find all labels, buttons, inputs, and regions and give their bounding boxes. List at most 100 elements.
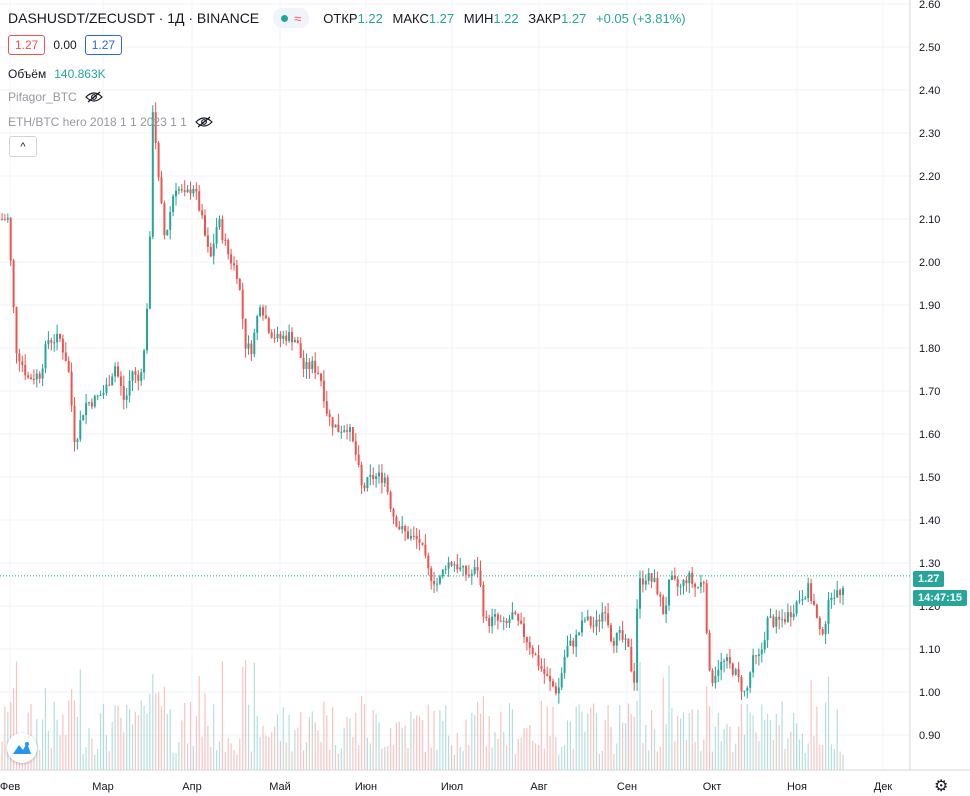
candle-body xyxy=(6,217,9,220)
volume-bar xyxy=(395,722,397,770)
volume-bar xyxy=(456,732,458,770)
candle-body xyxy=(90,402,93,407)
volume-bar xyxy=(445,705,447,770)
candle-body xyxy=(270,332,273,338)
candle-body xyxy=(418,539,421,543)
volume-bar xyxy=(479,713,482,770)
volume-bar xyxy=(827,676,830,770)
candle-body xyxy=(380,472,383,483)
candle-body xyxy=(82,415,85,421)
candle-body xyxy=(412,535,415,537)
candle-body xyxy=(436,583,438,585)
candle-body xyxy=(346,430,349,432)
volume-bar xyxy=(53,701,55,770)
indicator-legend-eth-btc[interactable]: ETH/BTC hero 2018 1 1 2023 1 1 xyxy=(8,115,213,129)
volume-bar xyxy=(523,728,525,770)
candle-body xyxy=(763,640,766,650)
volume-bar xyxy=(79,669,81,770)
volume-bar xyxy=(448,735,450,770)
volume-bar xyxy=(639,662,641,770)
candle-body xyxy=(119,376,122,386)
volume-bar xyxy=(839,751,841,770)
volume-bar xyxy=(381,748,383,770)
volume-bar xyxy=(729,726,731,770)
volume-bar xyxy=(73,700,76,770)
volume-bar xyxy=(97,749,99,770)
y-tick-label: 0.90 xyxy=(919,730,940,742)
volume-bar xyxy=(175,753,177,770)
volume-bar xyxy=(421,719,424,770)
volume-bar xyxy=(772,740,774,770)
candle-body xyxy=(395,516,398,527)
volume-bar xyxy=(82,753,84,770)
volume-bar xyxy=(723,729,725,770)
candle-body xyxy=(665,605,668,615)
candle-body xyxy=(612,641,615,646)
volume-bar xyxy=(140,700,142,770)
volume-bar xyxy=(160,706,163,770)
volume-bar xyxy=(181,720,183,770)
candle-body xyxy=(134,371,137,375)
x-tick-label: Мар xyxy=(92,781,114,793)
candle-body xyxy=(598,619,601,622)
candle-body xyxy=(705,583,708,633)
volume-bar xyxy=(143,705,145,770)
candle-body xyxy=(644,580,647,585)
volume-bar xyxy=(47,730,49,770)
indicator-legend-pifagor[interactable]: Pifagor_BTC xyxy=(8,90,103,104)
volume-bar xyxy=(42,719,44,770)
candle-body xyxy=(578,632,581,635)
candle-body xyxy=(650,573,653,582)
candle-body xyxy=(459,567,462,570)
eye-crossed-icon[interactable] xyxy=(194,116,213,128)
volume-bar xyxy=(691,709,693,770)
candle-body xyxy=(438,576,441,584)
eye-crossed-icon[interactable] xyxy=(84,91,103,103)
volume-bar xyxy=(15,661,18,770)
candle-body xyxy=(601,612,604,622)
candle-body xyxy=(180,189,183,191)
volume-bar xyxy=(767,714,769,770)
candle-body xyxy=(633,671,636,683)
tradingview-logo-icon[interactable] xyxy=(7,733,37,763)
candle-body xyxy=(502,620,505,622)
candle-body xyxy=(694,583,697,588)
candle-body xyxy=(456,564,459,570)
volume-bar xyxy=(236,754,238,770)
candle-body xyxy=(35,373,38,380)
volume-bar xyxy=(50,747,52,770)
candle-body xyxy=(151,112,154,237)
gear-icon[interactable]: ⚙ xyxy=(934,778,949,795)
collapse-legend-button[interactable]: ^ xyxy=(9,136,37,157)
candle-body xyxy=(331,417,334,428)
candle-body xyxy=(717,669,720,676)
volume-bar xyxy=(465,719,467,770)
volume-bar xyxy=(517,738,519,770)
volume-bar xyxy=(88,728,90,770)
volume-legend[interactable]: Объём 140.863K xyxy=(8,67,106,81)
volume-bar xyxy=(105,735,107,770)
volume-bar xyxy=(317,730,319,770)
buy-button[interactable]: 1.27 xyxy=(84,35,123,55)
sell-button[interactable]: 1.27 xyxy=(8,35,46,55)
volume-bar xyxy=(166,714,168,770)
candle-body xyxy=(262,307,264,316)
candle-body xyxy=(496,614,499,621)
symbol-title[interactable]: DASHUSDT/ZECUSDT · 1Д · BINANCE xyxy=(8,10,260,26)
volume-bar xyxy=(706,686,708,770)
candle-body xyxy=(24,364,27,376)
candle-body xyxy=(320,373,322,381)
candle-body xyxy=(15,307,18,354)
candle-body xyxy=(172,196,175,212)
volume-bar xyxy=(801,733,803,770)
candle-body xyxy=(476,567,479,571)
market-status[interactable]: ≈ xyxy=(273,8,310,28)
volume-bar xyxy=(677,715,679,770)
volume-bar xyxy=(311,711,313,770)
volume-bar xyxy=(94,754,96,770)
candle-body xyxy=(337,424,340,433)
volume-bar xyxy=(355,712,357,770)
chevron-up-icon: ^ xyxy=(20,140,26,153)
candle-body xyxy=(534,653,537,656)
